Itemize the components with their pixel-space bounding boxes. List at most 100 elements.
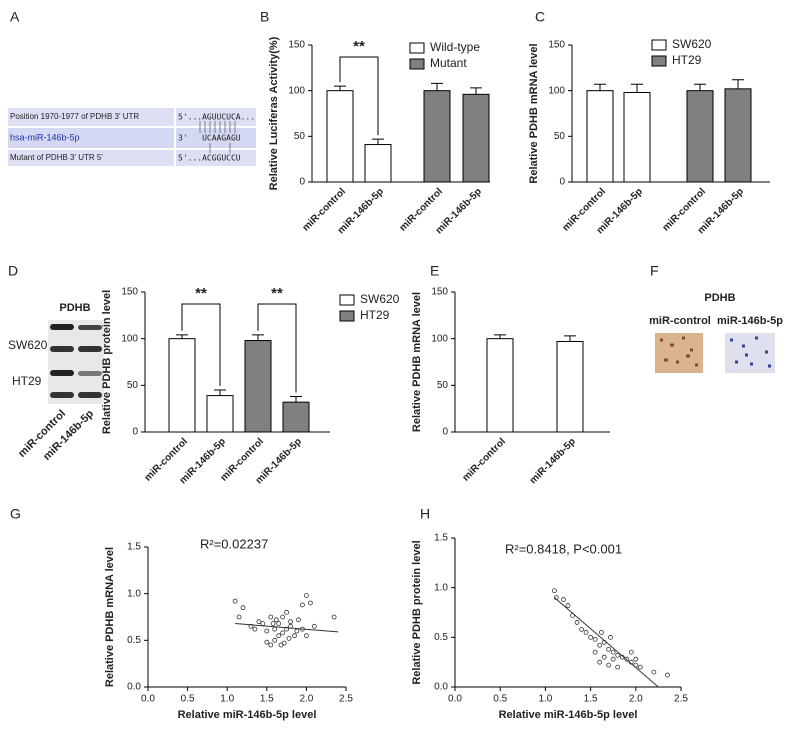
point [300, 602, 305, 608]
legend-label: HT29 [672, 53, 702, 67]
point [273, 617, 279, 623]
panel-label: C [535, 9, 545, 25]
y-tick-label: 0.0 [434, 682, 448, 693]
point [633, 656, 639, 662]
legend-label: Mutant [430, 56, 467, 70]
y-tick-label: 150 [121, 287, 138, 298]
x-tick-label: 2.0 [299, 694, 313, 705]
row-label: hsa-miR-146b-5p [10, 132, 80, 142]
point [331, 614, 337, 620]
x-axis-label: Relative miR-146b-5p level [178, 709, 317, 721]
point [294, 628, 300, 634]
x-tick-label: 1.5 [584, 694, 598, 705]
y-tick-label: 100 [288, 85, 305, 96]
blot-title: PDHB [59, 302, 90, 314]
cell [8, 108, 174, 126]
point [606, 646, 612, 652]
panel-label: H [420, 506, 430, 522]
legend-swatch [409, 58, 425, 70]
point [303, 633, 309, 639]
y-tick-label: 0 [132, 427, 138, 438]
point [272, 626, 278, 632]
trendline [554, 597, 659, 688]
significance-label: ** [195, 285, 207, 302]
point [665, 672, 670, 678]
x-tick-label: 1.0 [538, 694, 552, 705]
x-tick-label: 0.0 [141, 694, 155, 705]
sequence: 5'...AGUUCUCA... [178, 113, 255, 122]
x-tick-label: 2.0 [629, 694, 643, 705]
western-blot: PDHB SW620 HT29 miR-control miR-146b-5p [8, 302, 104, 463]
band [50, 392, 74, 398]
band [78, 371, 102, 376]
point [268, 642, 274, 648]
bar [586, 90, 614, 183]
y-axis-label: Relative PDHB mRNA level [528, 43, 540, 183]
point [280, 614, 286, 620]
y-tick-label: 0 [559, 177, 565, 188]
x-tick-label: miR-146b-5p [528, 436, 578, 486]
point [240, 605, 246, 611]
significance-label: ** [271, 285, 283, 302]
point [236, 614, 242, 620]
cell [8, 128, 174, 148]
y-tick-label: 1.5 [127, 542, 141, 553]
trendline [235, 623, 339, 633]
y-tick-label: 1.0 [127, 588, 141, 599]
point [284, 609, 290, 615]
y-tick-label: 50 [127, 380, 139, 391]
error-bar [290, 396, 302, 403]
bar [244, 340, 272, 433]
point [252, 626, 258, 632]
point [597, 659, 603, 665]
y-axis-label: Relative Luciferas Activity(%) [268, 36, 280, 190]
x-tick-label: 0.0 [448, 694, 462, 705]
y-tick-label: 150 [288, 40, 305, 51]
ihc-title: PDHB [704, 292, 735, 304]
cell [176, 150, 256, 166]
bar [556, 340, 584, 433]
point [256, 619, 262, 625]
bar [326, 90, 354, 183]
legend-swatch [409, 42, 425, 54]
panel-label: G [10, 506, 21, 522]
y-tick-label: 50 [437, 380, 449, 391]
error-bar [176, 334, 188, 339]
error-bar [494, 334, 506, 339]
point [303, 593, 309, 598]
point [628, 649, 634, 655]
y-tick-label: 150 [431, 287, 448, 298]
y-tick-label: 1.0 [434, 582, 448, 593]
point [284, 626, 290, 632]
point [288, 619, 293, 625]
x-tick-label: miR-control [461, 436, 509, 484]
sequence: 5'...ACGGUCCU [178, 154, 241, 163]
significance-label: ** [353, 38, 365, 55]
point [286, 636, 292, 641]
band [78, 346, 102, 352]
point [637, 664, 643, 670]
y-tick-label: 1.5 [434, 533, 448, 544]
legend-label: Wild-type [430, 40, 480, 54]
legend-swatch [339, 294, 355, 306]
y-tick-label: 0.5 [434, 632, 448, 643]
point [232, 598, 238, 604]
bar [486, 338, 514, 433]
blot-bg [48, 320, 104, 404]
error-bar [334, 85, 346, 91]
y-tick-label: 50 [294, 131, 306, 142]
annotation: R²=0.02237 [200, 536, 268, 551]
band [78, 392, 102, 398]
ihc-stain [730, 336, 771, 368]
panel-label: E [430, 263, 439, 279]
error-bar [372, 138, 384, 145]
point [292, 633, 297, 639]
panel-label: F [650, 263, 659, 279]
y-axis-label: Relative PDHB mRNA level [411, 292, 423, 432]
blot-row: SW620 [8, 338, 48, 352]
error-bar [470, 87, 482, 95]
point [599, 629, 604, 635]
error-bar [732, 79, 744, 89]
